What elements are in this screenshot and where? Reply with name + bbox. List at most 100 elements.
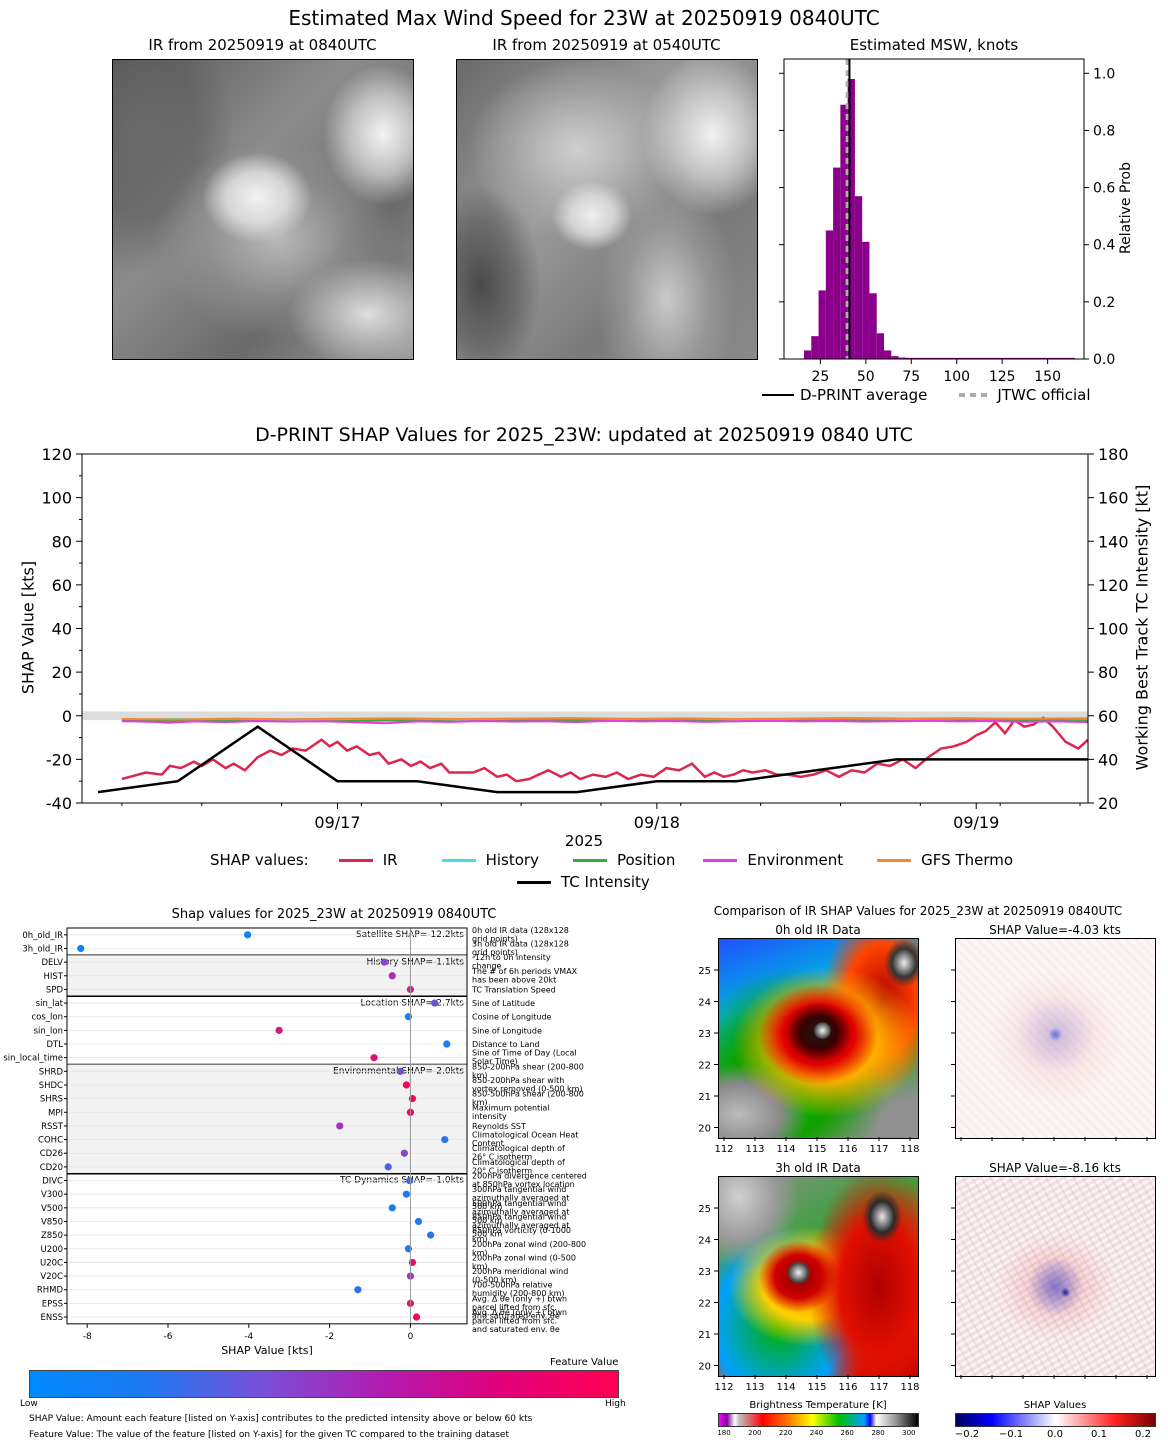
shap-colorbar-label: SHAP Values <box>1023 1400 1087 1411</box>
feature-description: TC Translation Speed <box>471 985 556 994</box>
feature-description: Sine of Latitude <box>472 999 535 1008</box>
feature-description: humidity (200-800 km) <box>472 1289 565 1298</box>
feature-description: 500hPa tangential wind <box>472 1199 566 1208</box>
feature-name: EPSS <box>42 1299 63 1309</box>
feature-xtick-label: -2 <box>325 1332 334 1342</box>
ir-prev-title: IR from 20250919 at 0540UTC <box>492 36 721 54</box>
series-environment-line <box>121 719 1089 725</box>
ts-ylabel-right: Working Best Track TC Intensity [kt] <box>1132 484 1152 771</box>
ts-ytick-right-label: 120 <box>1098 576 1129 595</box>
feature-description: Avg. Δ θe (only +) btwn <box>472 1308 567 1317</box>
feature-point <box>384 1163 392 1171</box>
feature-value-colorbar <box>29 1370 619 1398</box>
feature-name: SHRS <box>40 1095 63 1105</box>
hist-bar <box>876 333 884 359</box>
hist-ytick-label: 0.2 <box>1093 295 1115 311</box>
feature-point <box>244 931 252 939</box>
feature-description: km) <box>472 1262 488 1271</box>
main-title: Estimated Max Wind Speed for 23W at 2025… <box>288 6 880 30</box>
ts-ytick-left-label: 40 <box>52 620 72 639</box>
feature-point <box>400 1149 408 1157</box>
ts-ytick-right-label: 140 <box>1098 532 1129 551</box>
feature-description: intensity <box>472 1112 507 1121</box>
ts-ytick-right-label: 180 <box>1098 445 1129 464</box>
hist-title: Estimated MSW, knots <box>849 36 1019 54</box>
map-ytick-label: 22 <box>698 1299 711 1310</box>
feature-name: CD26 <box>40 1149 63 1159</box>
feature-name: SPD <box>46 985 64 995</box>
feature-description: 200hPa meridional wind <box>472 1267 568 1276</box>
dprint-average-swatch <box>762 394 794 396</box>
feature-name: U20C <box>40 1258 63 1268</box>
feature-frame <box>66 927 468 1325</box>
feature-name: CD20 <box>40 1163 63 1173</box>
feature-description: parcel lifted from sfc. <box>472 1303 557 1312</box>
hist-xtick-label: 150 <box>1034 369 1061 385</box>
shap-timeseries-title: D-PRINT SHAP Values for 2025_23W: update… <box>255 424 913 446</box>
feature-description: 200hPa zonal wind (200-800 <box>472 1240 586 1249</box>
ir-compare-title: Comparison of IR SHAP Values for 2025_23… <box>713 904 1123 918</box>
map-ytick-label: 24 <box>698 1236 711 1247</box>
feature-xlabel: SHAP Value [kts] <box>221 1344 313 1355</box>
ts-ytick-left-label: 80 <box>52 532 72 551</box>
ts-ytick-right-label: 60 <box>1098 707 1118 726</box>
map-ytick-label: 20 <box>698 1362 711 1373</box>
ts-ylabel-left: SHAP Value [kts] <box>18 560 38 695</box>
feature-description: Climatological depth of <box>472 1158 565 1167</box>
ir-image-prev <box>456 59 758 360</box>
gfs-thermo-swatch <box>877 858 912 862</box>
bt-colorbar-label: Brightness Temperature [K] <box>749 1400 887 1411</box>
shap-cb-tick-label: 0.2 <box>1135 1429 1151 1440</box>
bt-tick-label: 300 <box>902 1429 915 1437</box>
feature-description: 850hPa tangential wind <box>472 1212 566 1221</box>
ts-ytick-left-label: -20 <box>46 750 72 769</box>
feature-description: 850hPa vorticity (0-1000 <box>472 1226 571 1235</box>
hist-xtick-label: 75 <box>902 369 920 385</box>
feature-name: DIVC <box>42 1177 63 1187</box>
feature-description: 200hPa divergence centered <box>472 1172 587 1181</box>
feature-description: azimuthally averaged at <box>472 1194 569 1203</box>
feature-description: km) <box>472 1071 488 1080</box>
hist-bar <box>847 79 855 359</box>
ts-ytick-right-label: 80 <box>1098 663 1118 682</box>
shap-cb-tick-label: 0.0 <box>1047 1429 1063 1440</box>
feature-description: has been above 20kt <box>472 975 556 984</box>
feature-description: km) <box>472 1235 488 1244</box>
feature-point <box>388 972 396 980</box>
feature-point <box>414 1217 423 1226</box>
history-swatch <box>441 858 476 862</box>
shap3-heatmap <box>955 1176 1156 1377</box>
map-xtick-label: 117 <box>869 1382 888 1393</box>
legend-ir: IR <box>382 851 398 869</box>
feature-name: COHC <box>38 1136 63 1146</box>
ir0-colored-image <box>718 938 919 1139</box>
shap-legend-row2: TC Intensity <box>517 873 650 891</box>
map-xtick-label: 112 <box>714 1382 733 1393</box>
feature-point <box>412 1313 421 1321</box>
feature-description: Maximum potential <box>472 1103 550 1112</box>
map-xtick-label: 116 <box>838 1144 857 1155</box>
legend-tc-intensity: TC Intensity <box>561 873 650 891</box>
legend-jtwc-label: JTWC official <box>997 386 1091 404</box>
zero-band <box>82 711 1088 721</box>
ts-ytick-left-label: -40 <box>46 794 72 813</box>
feature-description: azimuthally averaged at <box>472 1207 569 1216</box>
feature-description: 500 km <box>472 1216 502 1225</box>
feature-point <box>402 1190 410 1198</box>
feature-point <box>388 1204 396 1212</box>
feature-description: Reynolds SST <box>472 1122 526 1131</box>
feature-description: 300hPa tangential wind <box>472 1185 566 1194</box>
map-ytick-label: 22 <box>698 1061 711 1072</box>
map-ytick-label: 24 <box>698 998 711 1009</box>
shap3-title: SHAP Value=-8.16 kts <box>989 1161 1121 1175</box>
hist-ytick-label: 0.4 <box>1093 238 1115 254</box>
hist-bar <box>869 293 877 359</box>
hist-xtick-label: 25 <box>811 369 829 385</box>
feature-value-label: Feature Value <box>550 1357 619 1368</box>
feature-name: V20C <box>40 1272 63 1282</box>
feature-name: 3h_old_IR <box>22 944 63 954</box>
hist-bar <box>825 230 834 359</box>
map-xtick-label: 112 <box>714 1144 733 1155</box>
hist-bar <box>818 290 826 359</box>
feature-point <box>336 1122 344 1130</box>
